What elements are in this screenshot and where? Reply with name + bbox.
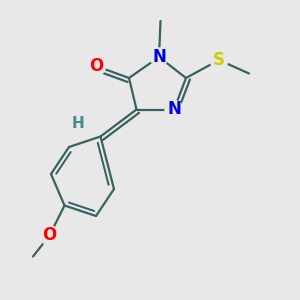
Text: O: O	[89, 57, 103, 75]
Circle shape	[70, 115, 86, 131]
Circle shape	[210, 51, 228, 69]
Text: N: N	[152, 48, 166, 66]
Circle shape	[165, 100, 183, 118]
Circle shape	[86, 56, 106, 76]
Text: H: H	[72, 116, 84, 130]
Text: S: S	[213, 51, 225, 69]
Text: O: O	[42, 226, 57, 244]
Circle shape	[150, 48, 168, 66]
Text: N: N	[167, 100, 181, 118]
Circle shape	[40, 226, 59, 245]
